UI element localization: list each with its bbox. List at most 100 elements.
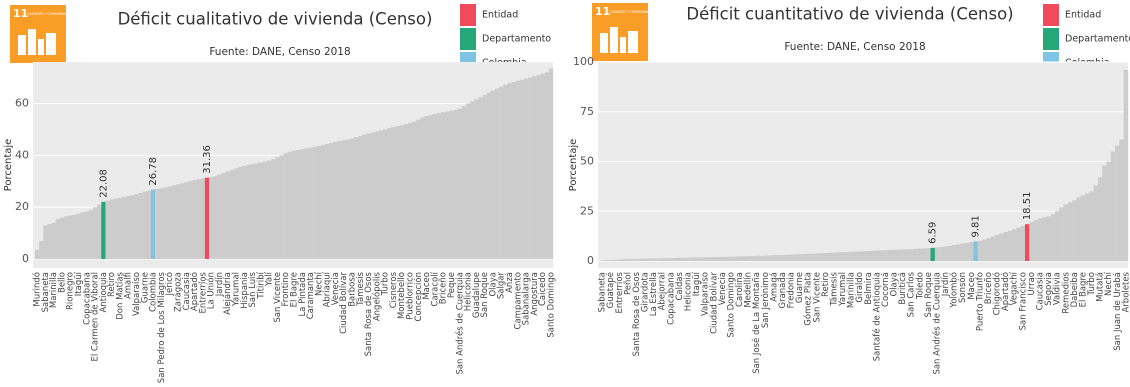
x-tick-label: Don Matías [115, 271, 125, 319]
bar [88, 209, 94, 259]
x-tick-label: Itagüí [74, 271, 84, 296]
bar [412, 121, 417, 259]
x-tick-label: Yarumal [838, 272, 848, 307]
bar [296, 149, 301, 259]
sdg-logo-text: CIUDADES Y COMUNIDADES SOSTENIBLES [609, 10, 677, 14]
sdg-logo-building [610, 27, 618, 53]
x-tick-label: Guadalupe [472, 272, 482, 318]
data-label: 6.59 [928, 222, 939, 244]
bar [664, 258, 669, 261]
y-axis-label: Porcentaje [3, 139, 14, 192]
x-tick-label: Abejorral [658, 272, 668, 310]
x-tick-label: San Vicente [273, 272, 283, 323]
x-tick-label: Campamento [513, 272, 523, 329]
bar [617, 259, 622, 261]
bar [64, 216, 69, 259]
bar [320, 144, 326, 259]
x-tick-label: Giraldo [855, 272, 865, 303]
bar [1097, 177, 1103, 261]
bar [715, 257, 721, 261]
x-tick-label: Caldas [675, 271, 685, 300]
x-tick-label: Caucasia [1036, 272, 1046, 310]
bar [362, 134, 367, 259]
bar [887, 250, 893, 261]
bar [503, 84, 508, 260]
bar [647, 258, 652, 261]
bar [780, 255, 785, 261]
x-tick-label: Entrerríos [198, 271, 208, 313]
bar [994, 235, 1000, 261]
bar [896, 249, 901, 261]
x-tick-label: Jericó [164, 272, 175, 296]
bar [818, 253, 824, 261]
bar [175, 184, 181, 259]
x-tick-label: Olaya [488, 272, 498, 297]
bar [532, 76, 537, 259]
bar [420, 117, 425, 259]
bar [494, 88, 500, 259]
bar [1123, 69, 1129, 262]
bar [720, 256, 725, 261]
bar [1024, 224, 1030, 261]
x-tick-label: Amagá [769, 272, 779, 302]
x-tick-label: San Juan de Urabá [1113, 272, 1123, 351]
x-tick-label: Carolina [735, 272, 745, 307]
bar [1093, 185, 1099, 261]
legend-swatch [460, 4, 476, 26]
chart-title: Déficit cuantitativo de vivienda (Censo) [686, 5, 1013, 24]
bar [943, 246, 948, 261]
x-tick-label: Angelópolis [371, 271, 382, 321]
bar [874, 250, 880, 261]
x-tick-label: Heliconia [464, 272, 474, 311]
bar [651, 258, 657, 261]
bar [638, 258, 644, 261]
bar [453, 109, 458, 259]
bar [703, 257, 708, 261]
x-tick-label: Alejandría [223, 272, 233, 315]
bar [337, 141, 342, 259]
y-tick-label: 100 [573, 55, 594, 68]
x-tick-label: Sabaneta [598, 272, 608, 312]
bar [407, 122, 413, 259]
bar [130, 195, 135, 259]
bar [1046, 216, 1051, 261]
x-tick-label: Apartadó [189, 272, 200, 311]
x-tick-label: Marinilla [49, 272, 59, 308]
x-tick-label: Anzá [505, 272, 515, 293]
bar [621, 259, 626, 261]
x-tick-label: Fredonia [787, 272, 797, 308]
bar [204, 177, 210, 259]
x-tick-label: Yolombó [949, 272, 960, 309]
x-tick-label: Peque [447, 272, 457, 298]
bar [836, 252, 841, 261]
sdg-logo-building [38, 39, 44, 55]
bar [229, 169, 235, 259]
x-tick-label: Maceo [422, 272, 432, 300]
x-tick-label: Yalí [265, 271, 275, 287]
chart-subtitle: Fuente: DANE, Censo 2018 [784, 41, 925, 53]
x-tick-label: La Estrella [649, 272, 659, 316]
bar [1029, 222, 1034, 261]
bar [823, 253, 828, 261]
bar [548, 68, 554, 260]
x-tick-label: Mutatá [1096, 272, 1106, 302]
bar [59, 217, 65, 259]
bar [973, 241, 978, 261]
x-tick-label: Retiro [821, 272, 831, 297]
bar [711, 257, 717, 261]
bar [511, 81, 516, 259]
bar [1076, 197, 1081, 261]
bar [126, 196, 131, 259]
x-tick-label: San José de La Montaña [751, 272, 762, 374]
x-tick-label: Sonsón [957, 272, 968, 303]
chart-subtitle: Fuente: DANE, Censo 2018 [209, 46, 350, 58]
data-label: 18.51 [1022, 192, 1033, 221]
bar [728, 256, 734, 261]
bar [1055, 211, 1060, 261]
bar [793, 254, 798, 261]
bar [349, 138, 355, 259]
bar [345, 139, 351, 259]
